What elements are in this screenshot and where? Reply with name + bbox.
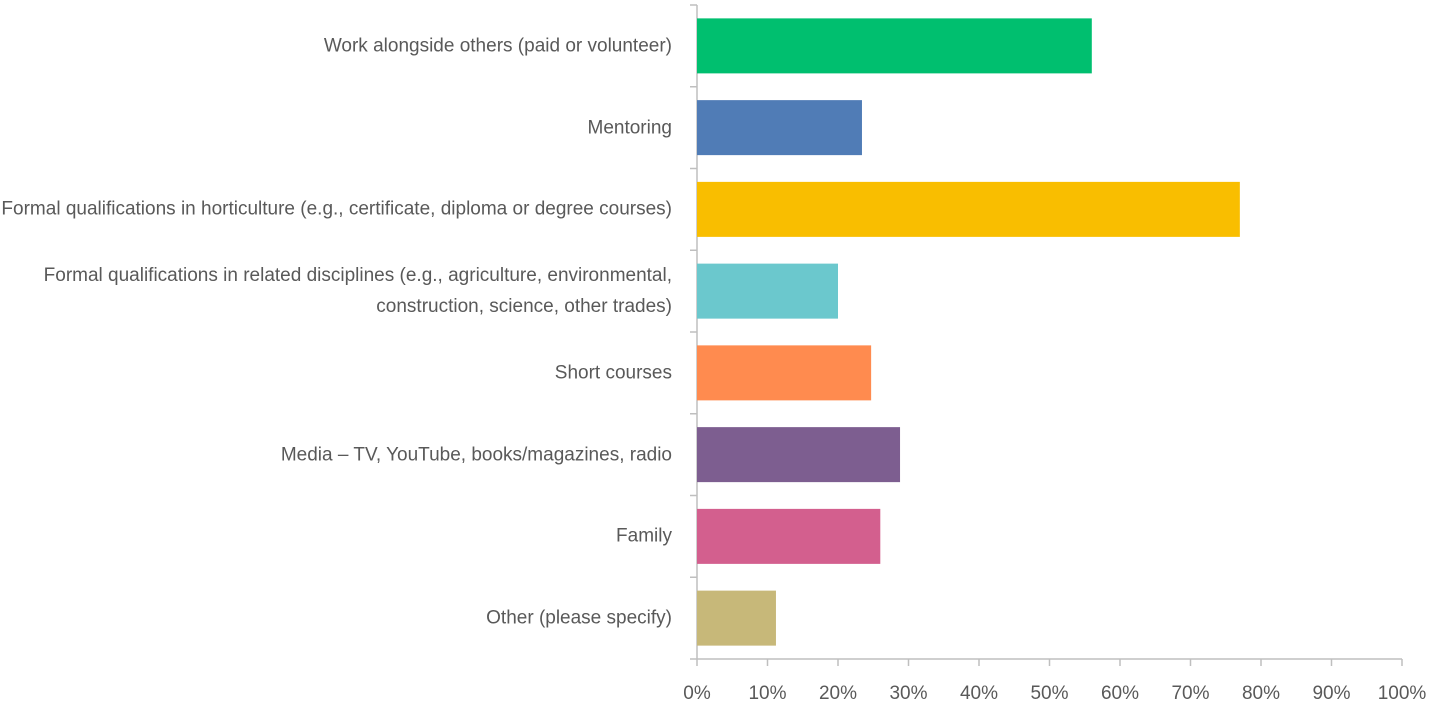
x-tick-label: 40% [960, 683, 998, 704]
x-tick-label: 0% [683, 683, 711, 704]
x-tick-label: 20% [819, 683, 857, 704]
bar [697, 590, 776, 646]
y-tick-label: Formal qualifications in horticulture (e… [1, 198, 672, 220]
bar [697, 181, 1240, 237]
bar [697, 263, 838, 319]
y-tick-label: Family [616, 525, 672, 547]
x-tick-label: 30% [889, 683, 927, 704]
y-tick-label: Media – TV, YouTube, books/magazines, ra… [280, 444, 672, 466]
bar [697, 508, 881, 564]
y-tick-label: Work alongside others (paid or volunteer… [323, 35, 672, 57]
y-tick-label: Formal qualifications in related discipl… [43, 265, 672, 318]
bar [697, 18, 1092, 74]
x-tick-label: 80% [1242, 683, 1280, 704]
x-tick-label: 70% [1171, 683, 1209, 704]
x-tick-label: 100% [1378, 683, 1427, 704]
x-tick-label: 90% [1312, 683, 1350, 704]
bar [697, 100, 862, 156]
bar [697, 427, 901, 483]
y-tick-label: Short courses [554, 362, 672, 384]
x-tick-label: 50% [1030, 683, 1068, 704]
y-tick-label: Mentoring [587, 117, 673, 139]
bar [697, 345, 872, 401]
y-tick-label: Other (please specify) [486, 607, 672, 629]
x-tick-label: 60% [1101, 683, 1139, 704]
x-tick-label: 10% [748, 683, 786, 704]
